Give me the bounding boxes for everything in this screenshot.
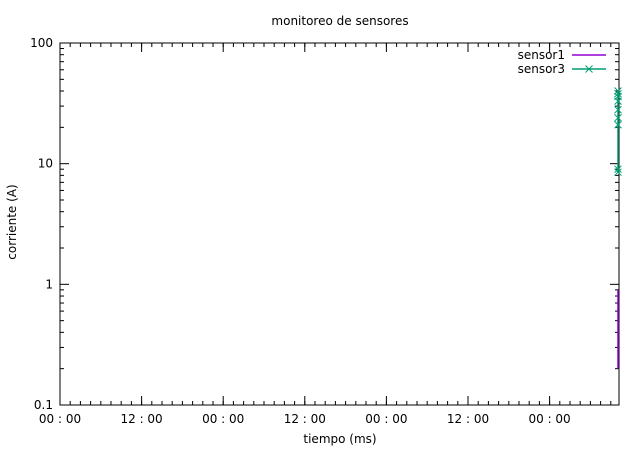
point-stroke	[614, 89, 622, 98]
x-axis: 00 : 00 12 : 00 00 : 00 12 : 00 00 : 00 12 : …	[39, 43, 612, 426]
x-tick-label: 00 : 00	[365, 412, 407, 426]
legend-label-sensor1: sensor1	[518, 48, 565, 62]
y-tick-label: 1	[45, 277, 53, 291]
y-axis: 0.1 1 10 100	[30, 36, 619, 412]
x-tick-label: 12 : 00	[120, 412, 162, 426]
series-point-sensor3	[614, 120, 622, 129]
x-tick-label: 12 : 00	[447, 412, 489, 426]
series-point-sensor3	[614, 168, 622, 177]
chart-title: monitoreo de sensores	[271, 14, 408, 28]
x-tick-label: 00 : 00	[528, 412, 570, 426]
y-tick-label: 100	[30, 36, 53, 50]
x-axis-label: tiempo (ms)	[303, 432, 376, 446]
point-stroke	[614, 168, 622, 177]
series-point-sensor3	[614, 89, 622, 98]
legend-marker-sensor3	[585, 65, 593, 73]
point-stroke	[614, 87, 622, 95]
point-stroke	[614, 92, 622, 101]
series-point-sensor3	[614, 113, 622, 122]
plot-frame	[59, 42, 620, 406]
series-point-sensor3	[614, 87, 622, 95]
series-point-sensor3	[614, 165, 622, 174]
x-tick-label: 12 : 00	[284, 412, 326, 426]
x-tick-label: 00 : 00	[39, 412, 81, 426]
x-tick-label: 00 : 00	[202, 412, 244, 426]
series-layer	[614, 87, 622, 369]
point-stroke	[614, 113, 622, 122]
series-point-sensor3	[614, 92, 622, 101]
legend-label-sensor3: sensor3	[518, 62, 565, 76]
point-stroke	[614, 165, 622, 174]
series-point-sensor3	[614, 105, 622, 114]
point-stroke	[614, 120, 622, 129]
point-stroke	[614, 105, 622, 114]
y-axis-label: corriente (A)	[5, 184, 19, 259]
y-tick-label: 10	[38, 157, 53, 171]
y-tick-label: 0.1	[34, 398, 53, 412]
